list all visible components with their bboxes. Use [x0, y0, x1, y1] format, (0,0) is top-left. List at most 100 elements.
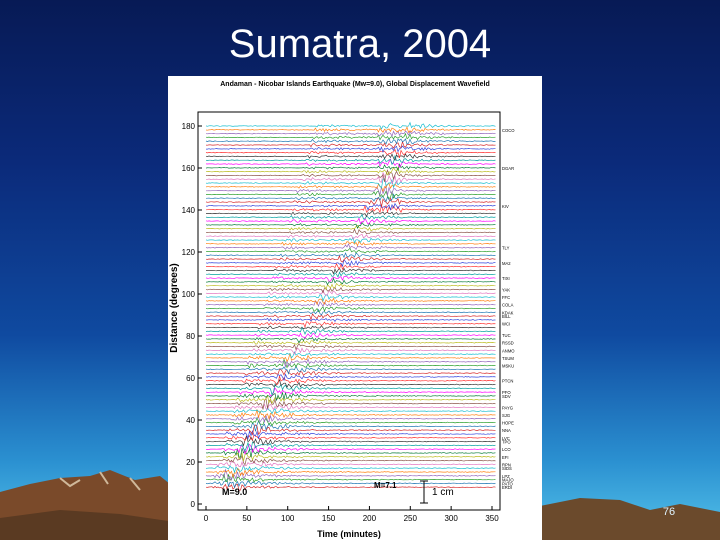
station-label: BILL: [502, 314, 511, 319]
station-label: TPO: [502, 440, 511, 445]
seismogram-trace: [205, 236, 496, 244]
seismogram-trace: [205, 158, 496, 168]
station-label: PATO: [502, 481, 513, 486]
station-label: KDAK: [502, 310, 514, 315]
seismogram-trace: [205, 163, 496, 172]
y-axis-label: Distance (degrees): [169, 263, 180, 352]
x-axis-label: Time (minutes): [317, 529, 381, 539]
seismogram-trace: [205, 183, 496, 193]
station-label: SJG: [502, 413, 510, 418]
seismogram-trace: [205, 406, 496, 415]
seismogram-trace: [205, 451, 496, 462]
station-label: COCO: [502, 128, 515, 133]
seismogram-trace: [206, 145, 496, 154]
station-label: MAJO: [502, 478, 514, 483]
x-tick-label: 50: [242, 514, 251, 523]
seismogram-trace: [205, 397, 496, 410]
seismogram-trace: [205, 383, 496, 396]
seismogram-trace: [205, 447, 496, 458]
station-label: COLA: [502, 303, 514, 308]
seismogram-trace: [205, 373, 496, 382]
seismogram-trace: [205, 259, 496, 268]
seismogram-trace: [205, 213, 496, 220]
seismogram-trace: [205, 336, 496, 344]
seismogram-trace: [206, 233, 496, 240]
y-tick-label: 40: [186, 416, 195, 425]
seismogram-trace: [205, 306, 496, 313]
seismogram-trace: [205, 434, 496, 447]
y-tick-label: 60: [186, 374, 195, 383]
station-label: FFC: [502, 295, 510, 300]
station-label: WCI: [502, 322, 510, 327]
station-label: HOPE: [502, 421, 514, 426]
seismic-traces: [205, 121, 496, 491]
seismogram-trace: [205, 375, 496, 386]
seismogram-trace: [206, 340, 496, 345]
seismogram-trace: [205, 429, 496, 440]
seismogram-trace: [205, 137, 496, 145]
seismogram-trace: [205, 358, 496, 369]
seismogram-trace: [205, 464, 496, 474]
seismogram-trace: [205, 243, 496, 251]
seismogram-trace: [205, 196, 496, 207]
seismogram-trace: [205, 478, 496, 489]
station-label: MSKU: [502, 364, 514, 369]
seismogram-trace: [205, 369, 496, 377]
y-tick-label: 120: [182, 248, 196, 257]
x-tick-label: 150: [322, 514, 336, 523]
x-tick-label: 350: [485, 514, 499, 523]
seismogram-trace: [205, 460, 496, 468]
station-label: TLY: [502, 246, 510, 251]
station-label: PFO: [502, 390, 511, 395]
main-event-label: M=9.0: [222, 487, 247, 497]
seismogram-trace: [205, 193, 496, 203]
seismogram-trace: [205, 121, 496, 130]
seismogram-trace: [205, 468, 496, 482]
seismogram-trace: [205, 387, 496, 397]
seismogram-trace: [206, 209, 496, 218]
station-label: SDV: [502, 394, 511, 399]
y-tick-label: 0: [191, 500, 196, 509]
seismogram-trace: [205, 347, 496, 355]
seismogram-trace: [205, 379, 496, 389]
station-label: ERDI: [502, 485, 512, 490]
seismogram-trace: [205, 275, 496, 282]
seismogram-trace: [205, 443, 496, 455]
seismogram-trace: [205, 277, 496, 286]
seismogram-trace: [205, 240, 496, 247]
seismogram-figure: Andaman - Nicobar Islands Earthquake (Mw…: [168, 76, 542, 540]
seismogram-trace: [205, 166, 496, 176]
station-label: LCO: [502, 447, 511, 452]
station-label: RSSD: [502, 341, 514, 346]
seismogram-trace: [205, 358, 496, 368]
seismogram-trace: [205, 313, 496, 321]
station-label: EFI: [502, 455, 509, 460]
seismogram-trace: [205, 153, 496, 162]
seismogram-trace: [205, 132, 496, 141]
seismogram-trace: [205, 271, 496, 278]
seismogram-trace: [205, 221, 496, 230]
seismogram-trace: [205, 169, 496, 182]
seismogram-trace: [205, 326, 496, 335]
station-label: YAK: [502, 287, 510, 292]
seismogram-trace: [206, 184, 496, 196]
y-axis-ticks: 0 20 40 60 80 100 120 140 160 180: [182, 122, 202, 509]
seismogram-trace: [205, 254, 496, 263]
seismogram-trace: [205, 178, 496, 189]
station-label: TUC: [502, 333, 511, 338]
x-axis-ticks: 0 50 100 150 200 250 300 350: [204, 506, 499, 523]
seismogram-trace: [206, 171, 496, 185]
station-label: TIXI: [502, 276, 510, 281]
seismogram-trace: [205, 394, 496, 405]
seismogram-trace: [205, 262, 496, 271]
seismogram-trace: [205, 483, 496, 491]
slide-title: Sumatra, 2004: [228, 22, 492, 66]
x-tick-label: 300: [444, 514, 458, 523]
station-label: PTCN: [502, 379, 513, 384]
seismogram-trace: [205, 294, 496, 303]
seismogram-trace: [205, 300, 496, 308]
seismogram-trace: [205, 217, 496, 225]
x-tick-label: 200: [363, 514, 377, 523]
y-tick-label: 80: [186, 332, 195, 341]
